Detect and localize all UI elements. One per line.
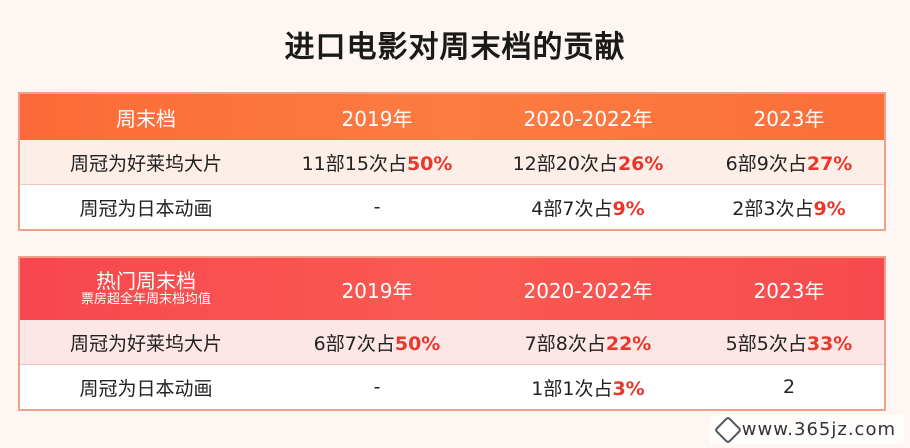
table-header: 热门周末档 票房超全年周末档均值 2019年 2020-2022年 2023年	[20, 258, 884, 320]
header-category-sublabel: 票房超全年周末档均值	[80, 292, 211, 308]
header-2023: 2023年	[753, 278, 825, 303]
table-row: 周冠为好莱坞大片 11部15次占50% 12部20次占26% 6部9次占27%	[20, 140, 884, 185]
page-title: 进口电影对周末档的贡献	[284, 30, 626, 65]
watermark: www.365jz.com	[709, 415, 904, 444]
header-2019: 2019年	[341, 106, 413, 131]
hot-weekend-table: 热门周末档 票房超全年周末档均值 2019年 2020-2022年 2023年 …	[18, 256, 886, 411]
cell-2019: -	[373, 196, 381, 218]
header-2020-2022: 2020-2022年	[523, 278, 653, 303]
cell-2020-2022: 7部8次占22%	[524, 332, 652, 355]
header-category: 周末档	[116, 106, 176, 131]
row-label: 周冠为日本动画	[79, 197, 213, 220]
weekend-table: 周末档 2019年 2020-2022年 2023年 周冠为好莱坞大片 11部1…	[18, 92, 886, 231]
cell-2020-2022: 1部1次占3%	[531, 377, 645, 400]
table-header: 周末档 2019年 2020-2022年 2023年	[20, 94, 884, 140]
row-label: 周冠为日本动画	[79, 377, 213, 400]
cell-2023: 6部9次占27%	[725, 152, 853, 175]
header-category: 热门周末档 票房超全年周末档均值	[20, 270, 272, 308]
watermark-text: www.365jz.com	[741, 419, 896, 440]
table-row: 周冠为好莱坞大片 6部7次占50% 7部8次占22% 5部5次占33%	[20, 320, 884, 365]
header-2020-2022: 2020-2022年	[523, 106, 653, 131]
table-row: 周冠为日本动画 - 1部1次占3% 2	[20, 365, 884, 409]
cell-2023: 2部3次占9%	[732, 197, 846, 220]
header-2019: 2019年	[341, 278, 413, 303]
header-category-label: 热门周末档	[96, 269, 196, 294]
cell-2023: 5部5次占33%	[725, 332, 853, 355]
cell-2020-2022: 12部20次占26%	[512, 152, 664, 175]
cell-2020-2022: 4部7次占9%	[531, 197, 645, 220]
watermark-logo-icon	[713, 415, 742, 444]
row-label: 周冠为好莱坞大片	[69, 152, 222, 175]
cell-2023: 2	[782, 376, 796, 398]
table-row: 周冠为日本动画 - 4部7次占9% 2部3次占9%	[20, 185, 884, 229]
cell-2019: -	[373, 376, 381, 398]
cell-2019: 6部7次占50%	[313, 332, 441, 355]
header-2023: 2023年	[753, 106, 825, 131]
cell-2019: 11部15次占50%	[301, 152, 453, 175]
row-label: 周冠为好莱坞大片	[69, 332, 222, 355]
